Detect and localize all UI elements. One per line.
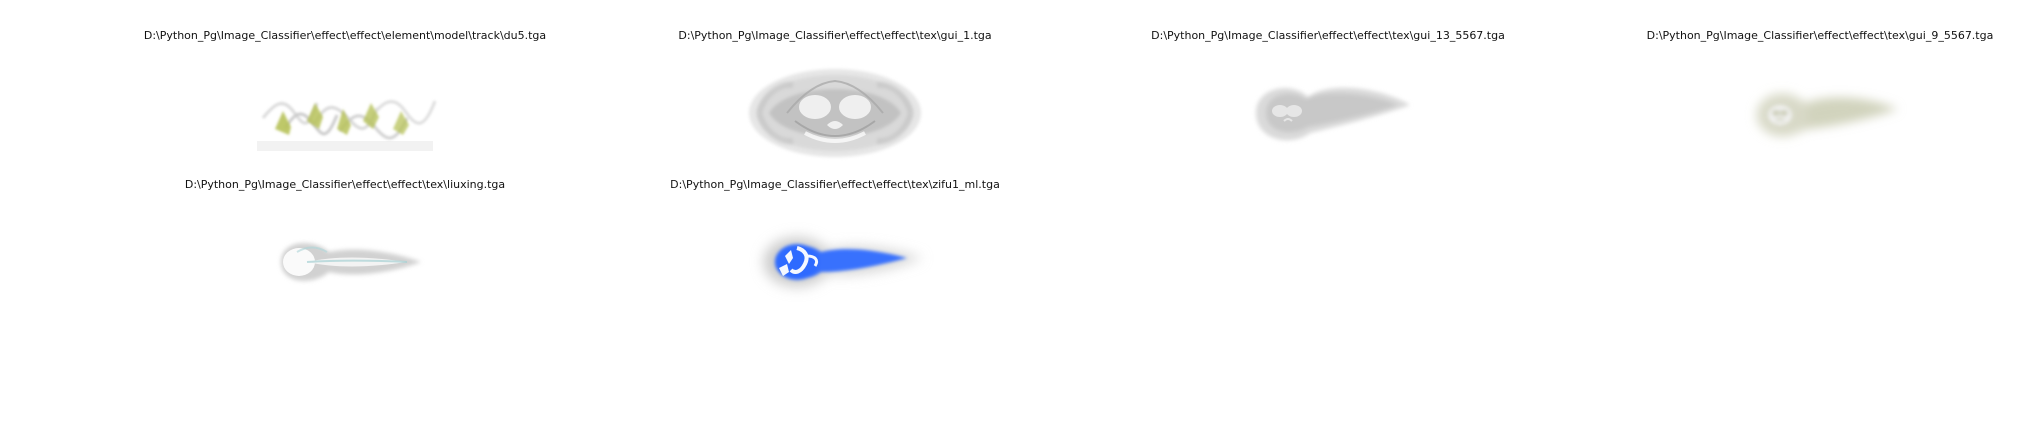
image-caption: D:\Python_Pg\Image_Classifier\effect\eff… (1646, 29, 1994, 42)
gui_13_5567-texture-image (1228, 63, 1428, 163)
du5-texture-image (245, 63, 445, 163)
liuxing-texture-svg (245, 212, 445, 312)
figure-item-gui_1: D:\Python_Pg\Image_Classifier\effect\eff… (595, 29, 1075, 169)
figure-item-du5: D:\Python_Pg\Image_Classifier\effect\eff… (105, 29, 585, 169)
liuxing-texture-image (245, 212, 445, 312)
gui_1-texture-svg (735, 63, 935, 163)
figure-item-zifu1_ml: D:\Python_Pg\Image_Classifier\effect\eff… (595, 178, 1075, 318)
image-caption: D:\Python_Pg\Image_Classifier\effect\eff… (184, 178, 506, 191)
gui_13_5567-texture-svg (1228, 63, 1428, 163)
image-caption: D:\Python_Pg\Image_Classifier\effect\eff… (670, 178, 1000, 191)
figure-item-liuxing: D:\Python_Pg\Image_Classifier\effect\eff… (105, 178, 585, 318)
zifu1_ml-texture-svg (735, 212, 935, 312)
gui_9_5567-texture-svg (1720, 63, 1920, 163)
image-caption: D:\Python_Pg\Image_Classifier\effect\eff… (678, 29, 992, 42)
gui_9_5567-texture-image (1720, 63, 1920, 163)
zifu1_ml-texture-image (735, 212, 935, 312)
gui_1-texture-image (735, 63, 935, 163)
image-caption: D:\Python_Pg\Image_Classifier\effect\eff… (1151, 29, 1505, 42)
du5-texture-svg (245, 63, 445, 163)
image-caption: D:\Python_Pg\Image_Classifier\effect\eff… (143, 29, 547, 42)
figure-item-gui_9_5567: D:\Python_Pg\Image_Classifier\effect\eff… (1580, 29, 2033, 169)
figure-item-gui_13_5567: D:\Python_Pg\Image_Classifier\effect\eff… (1088, 29, 1568, 169)
